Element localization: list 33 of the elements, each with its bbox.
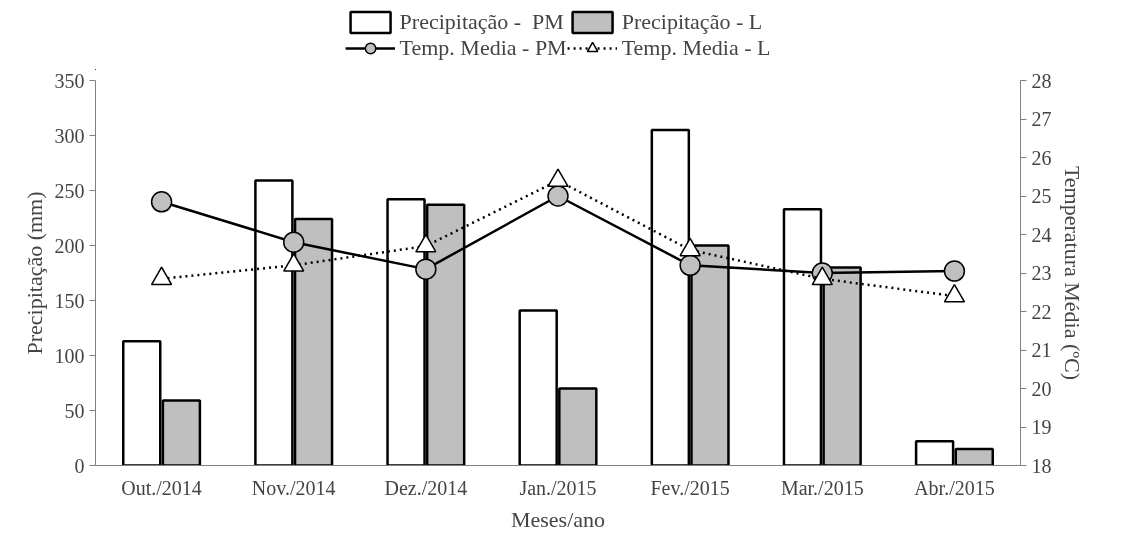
y-tick-label: 100 xyxy=(54,344,85,367)
y2-tick-label: 26 xyxy=(1031,146,1052,169)
x-axis-title: Meses/ano xyxy=(510,506,606,532)
y2-axis-title: Temperatura Média (ºC) xyxy=(1059,165,1085,381)
y-axis-title: Precipitação (mm) xyxy=(21,191,47,355)
y2-tick-label: 28 xyxy=(1031,69,1052,92)
y-tick-label: 250 xyxy=(54,179,85,202)
y-tick-label: 350 xyxy=(54,69,85,92)
x-tick-label: Mar./2015 xyxy=(780,476,864,499)
y2-tick-label: 24 xyxy=(1031,223,1052,246)
y-tick-label: 150 xyxy=(54,289,85,312)
y2-tick-label: 27 xyxy=(1031,108,1052,130)
y2-tick-label: 25 xyxy=(1031,185,1052,207)
y2-tick-label: 21 xyxy=(1031,339,1052,361)
legend-label: Temp. Media - PM xyxy=(399,35,567,61)
x-tick-label: Nov./2014 xyxy=(251,476,336,499)
y-tick-label: 0 xyxy=(74,454,85,477)
y2-tick-label: 22 xyxy=(1031,300,1052,323)
x-tick-label: Abr./2015 xyxy=(914,476,995,499)
y-tick-label: 50 xyxy=(64,399,85,422)
y-tick-label: 300 xyxy=(54,124,85,147)
y2-tick-label: 23 xyxy=(1031,262,1052,284)
y-tick-label: 200 xyxy=(54,234,85,257)
legend-label: Precipitação - L xyxy=(621,9,763,35)
x-tick-label: Jan./2015 xyxy=(519,476,597,499)
y2-tick-label: 20 xyxy=(1031,377,1052,400)
x-tick-label: Fev./2015 xyxy=(650,476,730,499)
legend-label: Precipitação - PM xyxy=(399,9,564,35)
y2-tick-label: 19 xyxy=(1031,416,1052,438)
y2-tick-label: 18 xyxy=(1031,454,1052,477)
x-tick-label: Dez./2014 xyxy=(384,476,468,499)
x-tick-label: Out./2014 xyxy=(121,476,202,499)
legend-label: Temp. Media - L xyxy=(621,35,771,61)
